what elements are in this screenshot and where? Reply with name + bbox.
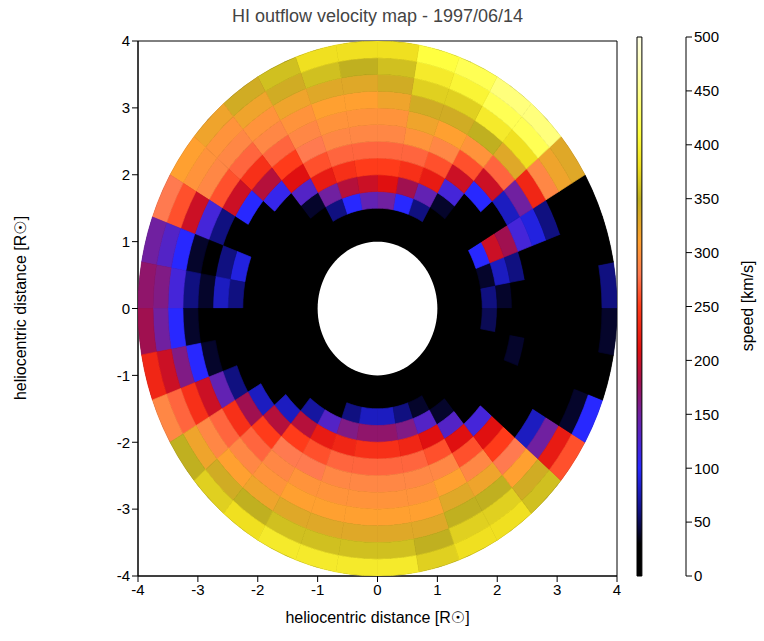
svg-text:-1: -1 [311, 581, 324, 598]
svg-text:-3: -3 [117, 500, 130, 517]
svg-text:500: 500 [694, 28, 719, 45]
svg-text:3: 3 [122, 99, 130, 116]
svg-text:1: 1 [122, 233, 130, 250]
html-text:heliocentric distance [R☉]: heliocentric distance [R☉] [285, 609, 470, 626]
svg-text:250: 250 [694, 298, 719, 315]
svg-text:1: 1 [433, 581, 441, 598]
svg-text:2: 2 [122, 166, 130, 183]
svg-text:-2: -2 [251, 581, 264, 598]
svg-text:4: 4 [122, 32, 130, 49]
svg-text:-1: -1 [117, 367, 130, 384]
html-text:HI outflow velocity map - 1997: HI outflow velocity map - 1997/06/14 [231, 6, 524, 26]
svg-text:3: 3 [553, 581, 561, 598]
svg-text:50: 50 [694, 513, 711, 530]
svg-text:150: 150 [694, 406, 719, 423]
svg-text:-2: -2 [117, 434, 130, 451]
svg-text:0: 0 [694, 567, 702, 584]
html-text:heliocentric distance [R☉]: heliocentric distance [R☉] [11, 215, 29, 401]
svg-text:-4: -4 [131, 581, 144, 598]
svg-text:-4: -4 [117, 567, 130, 584]
svg-text:100: 100 [694, 460, 719, 477]
svg-text:2: 2 [493, 581, 501, 598]
svg-text:4: 4 [613, 581, 621, 598]
svg-text:350: 350 [694, 190, 719, 207]
html-text:speed [km/s]: speed [km/s] [739, 260, 756, 352]
svg-text:400: 400 [694, 136, 719, 153]
svg-text:200: 200 [694, 352, 719, 369]
svg-text:0: 0 [373, 581, 381, 598]
svg-text:-3: -3 [191, 581, 204, 598]
svg-text:300: 300 [694, 244, 719, 261]
svg-text:0: 0 [122, 300, 130, 317]
svg-text:450: 450 [694, 82, 719, 99]
